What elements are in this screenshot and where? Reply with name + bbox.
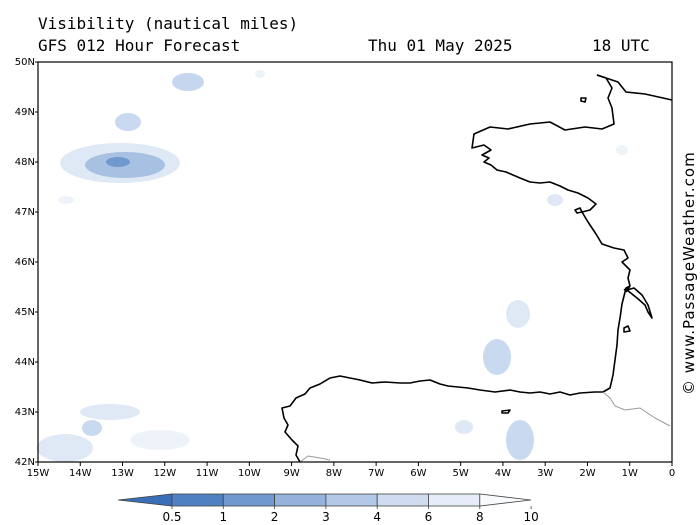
visibility-shading [37,70,628,462]
lat-label: 42N [15,457,35,468]
colorbar-label: 10 [523,510,538,524]
lon-label: 2W [579,468,595,479]
fog-patch-sw-1 [80,404,140,420]
colorbar-label: 1 [219,510,227,524]
forecast-subtitle: GFS 012 Hour Forecast [38,36,241,55]
fog-patch-east [616,145,628,155]
border-spain-portugal [299,455,331,463]
coastline-gironde [281,285,631,463]
fog-patch-spain [506,420,534,460]
forecast-date: Thu 01 May 2025 [368,36,513,55]
island-oleron [623,325,631,333]
colorbar-segment [325,493,378,507]
fog-patch-north-2 [115,113,141,131]
latitude-axis: 50N 49N 48N 47N 46N 45N 44N 43N 42N [15,57,38,468]
colorbar-segment [274,493,327,507]
lon-label: 13W [111,468,134,479]
fog-patch-biscay-east [506,300,530,328]
island-jersey [580,97,587,103]
island-belle-ile [574,207,583,214]
fog-patch-north [172,73,204,91]
forecast-time: 18 UTC [592,36,650,55]
coastline [281,74,673,463]
fog-patch-west [58,196,74,204]
coastline-estuary [626,287,653,319]
island-bilbao-rock [501,409,511,414]
colorbar-high-arrow [479,493,532,507]
colorbar-label: 0.5 [162,510,181,524]
map-title: Visibility (nautical miles) [38,14,299,33]
fog-patch-sw-2 [82,420,102,436]
lon-label: 11W [196,468,219,479]
lon-label: 6W [410,468,426,479]
lat-label: 48N [15,157,35,168]
colorbar-segment [171,493,224,507]
colorbar-segment [222,493,276,507]
lat-label: 43N [15,407,35,418]
lon-label: 8W [326,468,342,479]
watermark: © www.PassageWeather.com [680,151,698,395]
colorbar: 0.5 1 2 3 4 6 8 10 [117,493,539,524]
lon-label: 1W [622,468,638,479]
lon-label: 15W [27,468,50,479]
colorbar-label: 2 [271,510,279,524]
lat-label: 47N [15,207,35,218]
lon-label: 5W [453,468,469,479]
colorbar-label: 6 [425,510,433,524]
fog-patch-sw-3 [37,434,93,462]
lon-label: 9W [283,468,299,479]
lon-label: 3W [537,468,553,479]
lon-label: 4W [495,468,511,479]
lon-label: 12W [153,468,176,479]
lat-label: 46N [15,257,35,268]
lat-label: 49N [15,107,35,118]
fog-patch-biscay-south [483,339,511,375]
fog-patch-bay-core [106,157,130,167]
coastline-cotentin [596,74,673,101]
lon-label: 7W [368,468,384,479]
colorbar-segment [428,493,481,507]
colorbar-label: 4 [373,510,381,524]
fog-patch-spain-2 [455,420,473,434]
lat-label: 45N [15,307,35,318]
colorbar-segment [376,493,429,507]
fog-patch-sw-4 [130,430,190,450]
lat-label: 44N [15,357,35,368]
lon-label: 10W [238,468,261,479]
colorbar-label: 3 [322,510,330,524]
coastline-france-channel [471,74,631,291]
lat-label: 50N [15,57,35,68]
border-spain-france [602,391,671,427]
colorbar-low-arrow [117,493,173,507]
land-borders [299,391,671,463]
longitude-axis: 15W 14W 13W 12W 11W 10W 9W 8W 7W 6W 5W 4W 3W 2W 1W 0 [27,462,675,479]
fog-patch-brittany [547,194,563,206]
fog-patch-channel [255,70,265,78]
colorbar-label: 8 [476,510,484,524]
lon-label: 14W [69,468,92,479]
lon-label: 0 [669,468,675,479]
